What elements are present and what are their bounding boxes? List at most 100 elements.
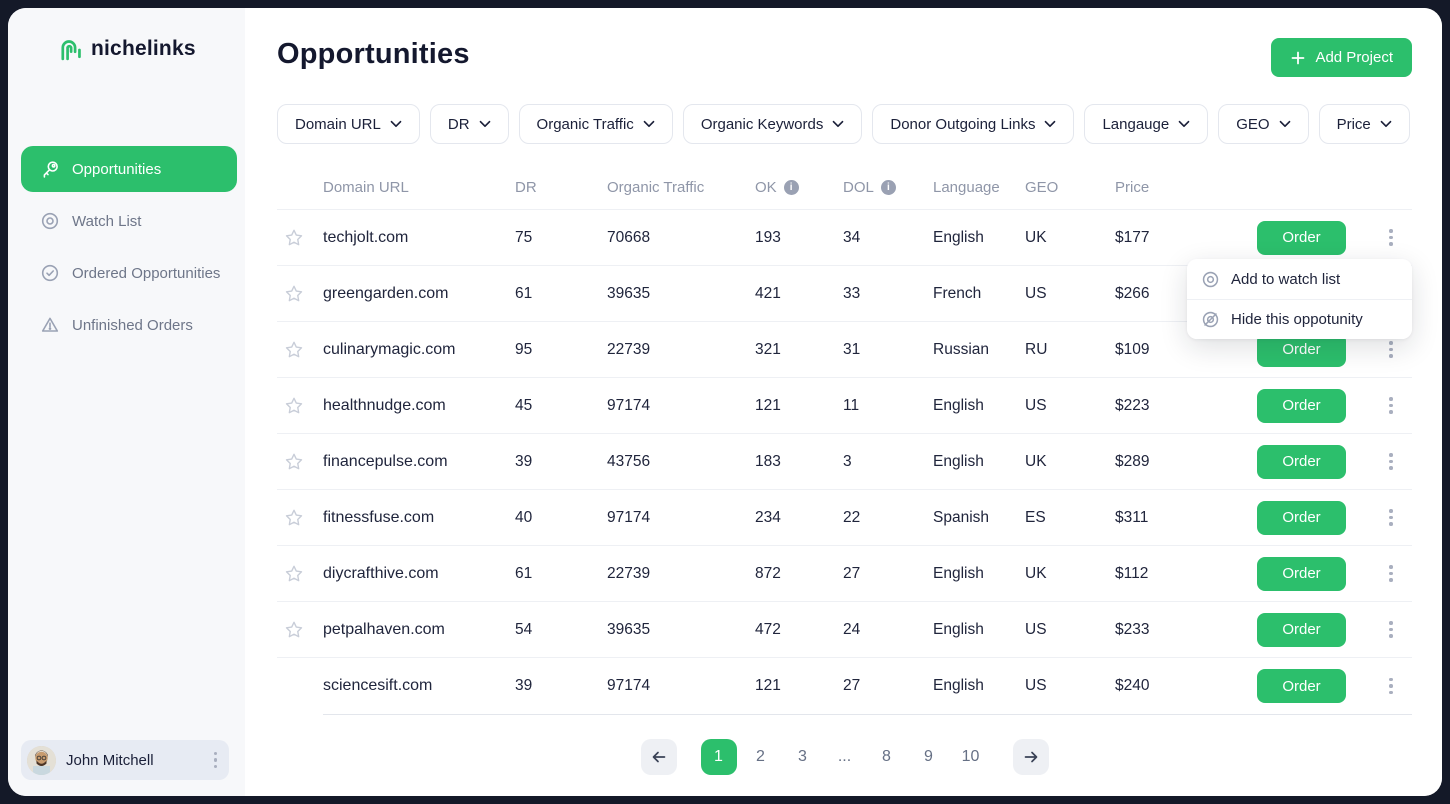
cell-traffic: 97174 — [607, 677, 651, 694]
cell-domain: healthnudge.com — [323, 396, 446, 414]
plus-icon — [1290, 50, 1306, 66]
pagination-page-1[interactable]: 1 — [700, 739, 737, 775]
order-button[interactable]: Order — [1257, 220, 1346, 255]
cell-dol: 34 — [843, 228, 861, 246]
filter-chip-dr[interactable]: DR — [429, 104, 509, 144]
sidebar-item-label: Unfinished Orders — [72, 316, 193, 334]
table-end-divider — [323, 714, 1412, 715]
star-icon[interactable] — [277, 619, 305, 641]
pagination-prev-button[interactable] — [640, 739, 677, 775]
col-header-price: Price — [1115, 179, 1150, 196]
check-circle-icon — [40, 263, 60, 283]
cell-price: $311 — [1115, 508, 1149, 526]
cell-traffic: 97174 — [607, 396, 651, 414]
col-header-language: Language — [933, 179, 1000, 196]
sidebar-item-opportunities[interactable]: Opportunities — [21, 146, 237, 192]
cell-ok: 321 — [755, 340, 781, 358]
order-button[interactable]: Order — [1257, 612, 1346, 647]
row-context-menu: Add to watch list Hide this oppotunity — [1187, 259, 1412, 339]
filter-chip-geo[interactable]: GEO — [1218, 104, 1309, 144]
pagination-page-8[interactable]: 8 — [869, 739, 905, 775]
user-card[interactable]: John Mitchell — [21, 740, 229, 780]
add-project-button[interactable]: Add Project — [1271, 38, 1412, 77]
row-kebab-icon[interactable] — [1385, 617, 1397, 642]
filter-bar: Domain URL DR Organic Traffic Organic Ke… — [277, 104, 1412, 144]
filter-chip-price[interactable]: Price — [1318, 104, 1410, 144]
cell-dol: 33 — [843, 284, 861, 302]
order-button[interactable]: Order — [1257, 556, 1346, 591]
row-kebab-icon[interactable] — [1385, 561, 1397, 586]
cell-price: $109 — [1115, 340, 1150, 358]
cell-domain: greengarden.com — [323, 284, 449, 302]
cell-price: $266 — [1115, 284, 1150, 302]
filter-chip-label: DR — [447, 115, 470, 133]
row-kebab-icon[interactable] — [1385, 674, 1397, 699]
pagination-page-9[interactable]: 9 — [911, 739, 947, 775]
cell-dol: 31 — [843, 340, 861, 358]
filter-chip-organic-traffic[interactable]: Organic Traffic — [518, 104, 673, 144]
filter-chip-langauge[interactable]: Langauge — [1084, 104, 1209, 144]
row-kebab-icon[interactable] — [1385, 393, 1397, 418]
order-button[interactable]: Order — [1257, 388, 1346, 423]
cell-language: English — [933, 677, 984, 694]
star-icon[interactable] — [277, 451, 305, 473]
order-button[interactable]: Order — [1257, 669, 1346, 703]
pagination-next-button[interactable] — [1012, 739, 1049, 775]
warning-triangle-icon — [40, 315, 60, 335]
chevron-down-icon — [1178, 120, 1190, 128]
cell-ok: 421 — [755, 284, 781, 302]
filter-chip-donor-outgoing-links[interactable]: Donor Outgoing Links — [872, 104, 1075, 144]
cell-dr: 40 — [515, 508, 533, 526]
sidebar-item-label: Ordered Opportunities — [72, 264, 221, 282]
row-kebab-icon[interactable] — [1385, 225, 1397, 250]
cell-price: $112 — [1115, 564, 1149, 582]
sidebar-item-watch-list[interactable]: Watch List — [21, 198, 237, 244]
cell-geo: RU — [1025, 340, 1048, 358]
cell-ok: 193 — [755, 228, 781, 246]
star-icon[interactable] — [277, 563, 305, 585]
info-icon[interactable]: i — [783, 180, 799, 195]
cell-dol: 27 — [843, 564, 861, 582]
page-title: Opportunities — [277, 38, 470, 70]
star-icon[interactable] — [277, 227, 305, 249]
pagination: 1 2 3... 8 9 10 — [277, 739, 1412, 775]
cell-language: English — [933, 228, 984, 246]
order-button[interactable]: Order — [1257, 444, 1346, 479]
logo-text: nichelinks — [91, 37, 196, 60]
info-icon[interactable]: i — [880, 180, 896, 195]
cell-dol: 22 — [843, 508, 861, 526]
cell-ok: 183 — [755, 452, 781, 470]
sidebar-item-ordered-opportunities[interactable]: Ordered Opportunities — [21, 250, 237, 296]
col-header-traffic: Organic Traffic — [607, 179, 705, 196]
filter-chip-organic-keywords[interactable]: Organic Keywords — [682, 104, 863, 144]
star-icon[interactable] — [277, 395, 305, 417]
sidebar: nichelinks Opportunities — [8, 8, 245, 796]
row-kebab-icon[interactable] — [1385, 505, 1397, 530]
cell-geo: ES — [1025, 508, 1046, 526]
pagination-page-3[interactable]: 3 — [785, 739, 821, 775]
filter-chip-label: Donor Outgoing Links — [890, 115, 1036, 133]
cell-geo: US — [1025, 620, 1047, 638]
chevron-down-icon — [390, 120, 402, 128]
cell-ok: 472 — [755, 620, 781, 638]
pagination-page-10[interactable]: 10 — [953, 739, 989, 775]
menu-item-add-to-watch-list[interactable]: Add to watch list — [1187, 259, 1412, 299]
filter-chip-domain-url[interactable]: Domain URL — [277, 104, 420, 144]
cell-domain: diycrafthive.com — [323, 564, 439, 582]
pagination-page-2[interactable]: 2 — [743, 739, 779, 775]
star-icon[interactable] — [277, 507, 305, 529]
row-kebab-icon[interactable] — [1385, 449, 1397, 474]
star-icon[interactable] — [277, 283, 305, 305]
menu-item-hide-opportunity[interactable]: Hide this oppotunity — [1187, 299, 1412, 339]
star-icon[interactable] — [277, 339, 305, 361]
row-kebab-icon[interactable] — [1385, 337, 1397, 362]
filter-chip-label: Price — [1336, 115, 1371, 133]
sidebar-item-unfinished-orders[interactable]: Unfinished Orders — [21, 302, 237, 348]
user-name: John Mitchell — [66, 751, 154, 769]
table-row: fitnessfuse.com 40 97174 234 22 Spanish … — [277, 490, 1412, 546]
order-button[interactable]: Order — [1257, 500, 1346, 535]
pagination-ellipsis: ... — [827, 739, 863, 775]
chevron-down-icon — [643, 120, 655, 128]
user-menu-kebab-icon[interactable] — [210, 748, 222, 773]
filter-chip-label: Organic Keywords — [700, 115, 824, 133]
